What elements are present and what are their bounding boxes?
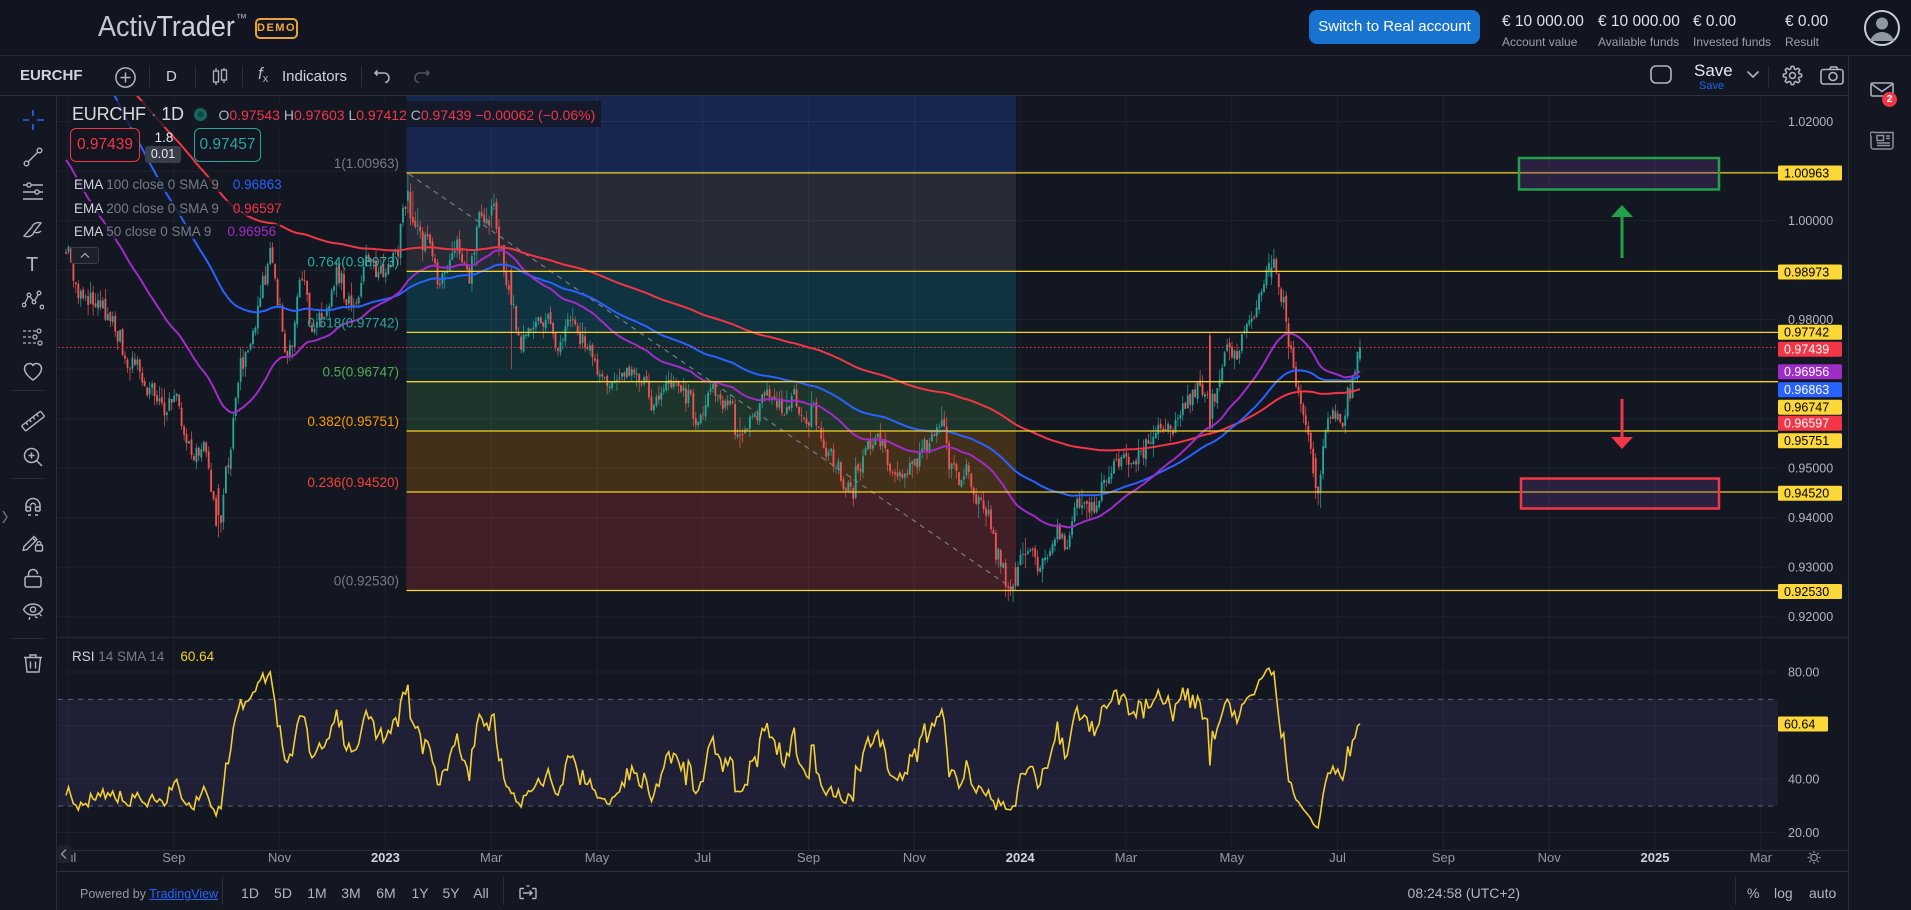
svg-text:May: May — [1220, 850, 1245, 865]
svg-text:0.764(0.98973): 0.764(0.98973) — [307, 254, 399, 269]
svg-text:0.98000: 0.98000 — [1788, 313, 1833, 327]
svg-text:0.98973: 0.98973 — [1784, 265, 1829, 279]
svg-text:20.00: 20.00 — [1788, 826, 1819, 840]
svg-text:1(1.00963): 1(1.00963) — [334, 156, 399, 171]
svg-text:80.00: 80.00 — [1788, 665, 1819, 679]
svg-text:May: May — [585, 850, 610, 865]
svg-text:0(0.92530): 0(0.92530) — [334, 574, 399, 589]
svg-text:Mar: Mar — [1115, 850, 1138, 865]
svg-text:0.94520: 0.94520 — [1784, 487, 1829, 501]
svg-text:Nov: Nov — [268, 850, 292, 865]
svg-text:Nov: Nov — [903, 850, 927, 865]
svg-text:0.92000: 0.92000 — [1788, 610, 1833, 624]
svg-text:0.5(0.96747): 0.5(0.96747) — [322, 365, 399, 380]
svg-text:0.96956: 0.96956 — [1784, 365, 1829, 379]
svg-text:0.96747: 0.96747 — [1784, 401, 1829, 415]
svg-text:Sep: Sep — [1432, 850, 1455, 865]
svg-text:0.95000: 0.95000 — [1788, 462, 1833, 476]
svg-text:Sep: Sep — [797, 850, 820, 865]
svg-text:0.95751: 0.95751 — [1784, 434, 1829, 448]
svg-text:0.92530: 0.92530 — [1784, 585, 1829, 599]
svg-text:1.00963: 1.00963 — [1784, 166, 1829, 180]
svg-text:0.96863: 0.96863 — [1784, 383, 1829, 397]
svg-text:40.00: 40.00 — [1788, 772, 1819, 786]
svg-text:0.94000: 0.94000 — [1788, 511, 1833, 525]
svg-text:60.64: 60.64 — [1784, 717, 1815, 731]
svg-text:Jul: Jul — [1329, 850, 1346, 865]
svg-text:0.93000: 0.93000 — [1788, 561, 1833, 575]
svg-text:Mar: Mar — [1750, 850, 1773, 865]
svg-text:Mar: Mar — [480, 850, 503, 865]
svg-text:2023: 2023 — [371, 850, 400, 865]
svg-text:0.382(0.95751): 0.382(0.95751) — [307, 414, 399, 429]
svg-text:Jul: Jul — [694, 850, 711, 865]
svg-text:2024: 2024 — [1006, 850, 1036, 865]
svg-text:0.97742: 0.97742 — [1784, 326, 1829, 340]
svg-text:0.96597: 0.96597 — [1784, 417, 1829, 431]
svg-text:0.97439: 0.97439 — [1784, 343, 1829, 357]
svg-text:2025: 2025 — [1641, 850, 1670, 865]
svg-text:1.00000: 1.00000 — [1788, 214, 1833, 228]
svg-text:Nov: Nov — [1538, 850, 1562, 865]
svg-text:0.236(0.94520): 0.236(0.94520) — [307, 475, 399, 490]
svg-text:Sep: Sep — [162, 850, 185, 865]
svg-text:1.02000: 1.02000 — [1788, 115, 1833, 129]
svg-text:0.618(0.97742): 0.618(0.97742) — [307, 315, 399, 330]
